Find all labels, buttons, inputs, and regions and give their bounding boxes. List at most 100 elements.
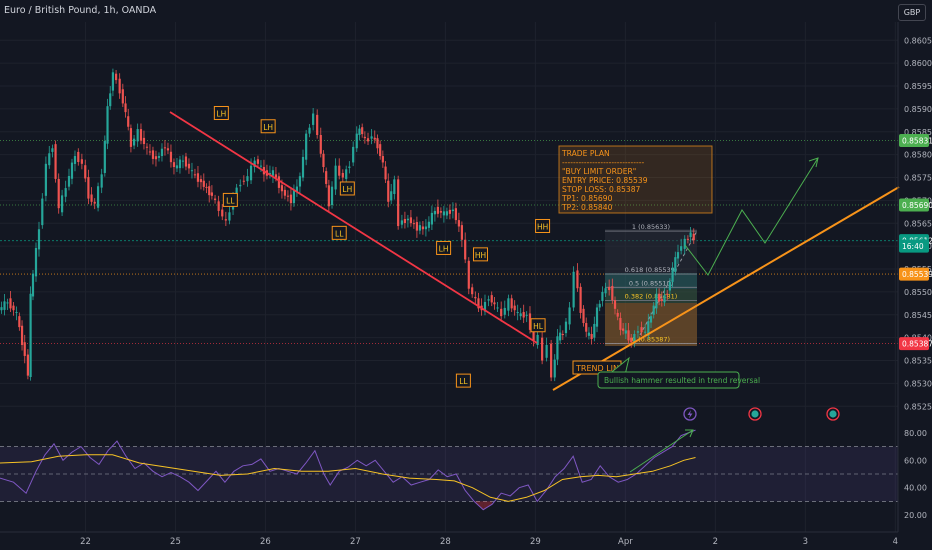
candle-body [77, 151, 80, 162]
candle-body [619, 317, 622, 330]
trade-plan-line: TRADE PLAN [561, 149, 610, 158]
trade-plan-line: TP1: 0.85690 [561, 194, 613, 203]
swing-label-box [213, 105, 229, 120]
candle-body [500, 308, 503, 317]
trade-plan-note[interactable]: TRADE PLAN------------------------------… [558, 145, 713, 214]
hammer-callout-text: Bullish hammer resulted in trend reversa… [604, 376, 760, 385]
rsi-pane [0, 446, 898, 502]
trade-plan-text: TRADE PLAN------------------------------… [561, 149, 648, 212]
candle-body [187, 163, 191, 169]
candle-body [507, 298, 510, 311]
hammer-callout[interactable]: Bullish hammer resulted in trend reversa… [597, 356, 760, 389]
earnings-icon[interactable] [826, 407, 840, 421]
candle-body [253, 160, 256, 168]
candle-body [64, 188, 67, 197]
candle-body [322, 153, 325, 168]
currency-selector[interactable]: GBP [898, 4, 926, 21]
candle-body [205, 186, 208, 188]
candle-body [256, 159, 260, 164]
rsi-tick-label: 60.00 [904, 456, 927, 465]
candle-body [593, 323, 596, 338]
candle-body [217, 201, 220, 211]
rsi-line [0, 429, 696, 511]
price-axis[interactable]: 0.860500.860000.859500.859000.858500.858… [897, 22, 932, 532]
candle-body [658, 293, 661, 302]
candle-body [142, 137, 146, 144]
candle-body [663, 295, 666, 303]
fib-level-label: 0 (0.85387) [632, 336, 670, 344]
candle-body [471, 287, 474, 295]
candle-body [611, 285, 614, 301]
swing-label-text: LL [459, 377, 468, 386]
support-trend-line[interactable] [552, 186, 900, 391]
swing-label-text: HH [475, 251, 486, 260]
swing-label-box [455, 373, 471, 388]
candle-body [496, 307, 499, 309]
candle-body [286, 195, 290, 197]
candle-body [249, 165, 253, 181]
candle-body [622, 328, 625, 331]
swing-label-box [260, 119, 276, 134]
candle-body [608, 286, 611, 291]
candle-body [114, 73, 118, 81]
fib-level-label: 0.618 (0.85539) [625, 266, 678, 274]
candle-body [23, 342, 26, 356]
swing-label-text: LL [335, 229, 344, 238]
candle-body [239, 184, 242, 187]
candle-body [338, 165, 341, 176]
candle-body [334, 165, 337, 190]
candle-body [513, 305, 516, 311]
candle-body [561, 333, 564, 335]
candle-body [308, 127, 311, 134]
rsi-oversold-fill [483, 501, 493, 510]
earnings-icon[interactable] [748, 407, 762, 421]
candle-body [689, 232, 692, 238]
candle-body [355, 133, 358, 149]
time-tick-label: 3 [803, 537, 808, 547]
candle-body [630, 337, 633, 343]
candle-body [213, 198, 217, 200]
candle-body [598, 303, 601, 308]
fib-levels: 1 (0.85633) 0.618 (0.85539) 0.5 (0.85510) 0… [605, 223, 697, 345]
downtrend-line[interactable] [169, 111, 538, 344]
candle-body [510, 298, 513, 309]
candle-body [330, 186, 334, 205]
candle-body [348, 166, 351, 168]
candle-body [199, 179, 203, 183]
candle-body [160, 148, 164, 157]
time-tick-label: 28 [440, 537, 451, 547]
rsi-lines [0, 429, 696, 511]
candle-body [190, 170, 194, 172]
candle-body [127, 116, 130, 127]
candle-body [430, 212, 434, 225]
candle-body [361, 127, 364, 135]
rsi-axis[interactable]: 80.00 60.00 40.00 20.00 [904, 429, 927, 520]
candle-body [436, 206, 440, 214]
candle-body [312, 113, 315, 125]
candle-body [454, 208, 457, 221]
price-label-value: 0.85387 [902, 340, 932, 349]
candle-body [633, 333, 636, 344]
time-axis[interactable]: 22 25 26 27 28 29 Apr 2 3 4 [0, 531, 898, 547]
projection-path[interactable] [684, 157, 819, 276]
time-tick-label: Apr [618, 537, 633, 547]
time-tick-label: 4 [893, 537, 898, 547]
candle-body [680, 246, 683, 251]
candle-body [221, 209, 224, 217]
candle-body [448, 209, 451, 214]
candle-body [445, 211, 449, 216]
candle-body [553, 359, 556, 378]
candle-body [151, 150, 155, 159]
candle-body [93, 201, 96, 204]
candle-body [60, 195, 64, 213]
candle-body [228, 212, 231, 221]
lightning-icon[interactable] [683, 407, 697, 421]
candle-body [54, 144, 57, 179]
